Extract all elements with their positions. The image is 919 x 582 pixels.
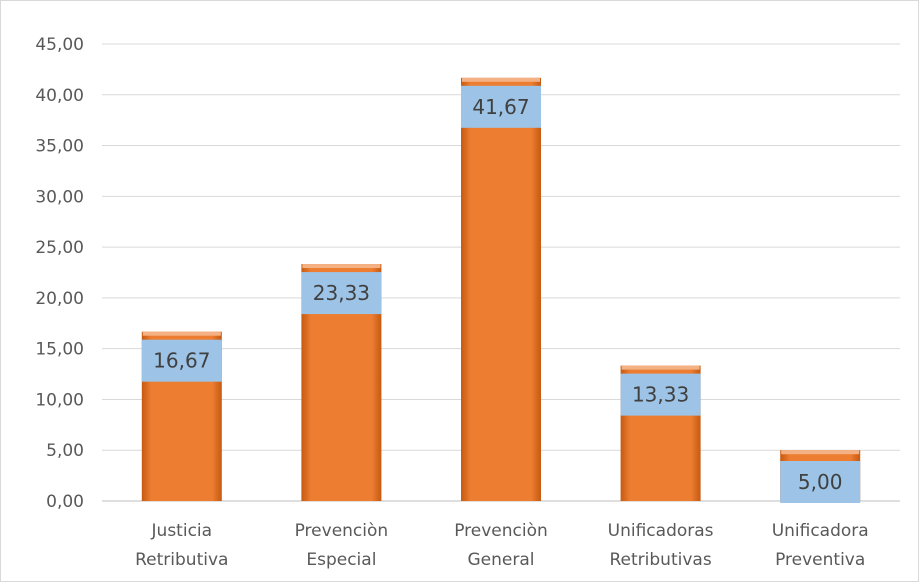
category-label: Unificadora [772,521,869,541]
data-label-box [780,461,861,503]
data-label-box [301,272,382,315]
data-labels: 16,67 23,33 41,67 13,33 5,00 [141,85,861,503]
bar-top-bevel [462,77,540,82]
category-label: Retributiva [135,550,228,570]
data-label: 5,00 [798,470,843,494]
y-tick-label: 30,00 [35,187,84,207]
data-label: 23,33 [313,281,370,305]
y-tick-label: 10,00 [35,390,84,410]
bar-top-bevel [781,450,860,455]
y-tick-label: 0,00 [46,492,84,512]
bar-top-bevel [142,331,221,336]
data-label-box [141,339,222,382]
category-label: Unificadoras [608,521,714,541]
y-axis-tick-labels: 0,00 5,00 10,00 15,00 20,00 25,00 30,00 35,00 40… [35,35,84,512]
y-tick-label: 15,00 [35,340,84,360]
data-label-box [620,373,701,416]
y-tick-label: 5,00 [46,441,84,461]
y-tick-label: 40,00 [35,86,84,106]
y-tick-label: 25,00 [35,238,84,258]
y-tick-label: 45,00 [35,35,84,55]
data-label: 13,33 [632,383,689,407]
category-label: Prevenciòn [295,521,389,541]
category-label: Retributivas [610,550,712,570]
data-label-box [461,85,541,128]
bar [461,77,541,502]
x-axis-category-labels: Justicia Retributiva Prevenciòn Especial Pre… [135,521,869,570]
category-label: General [468,550,535,570]
category-label: Justicia [151,521,213,541]
bar-top-bevel [621,365,700,370]
y-tick-label: 20,00 [35,289,84,309]
category-label: Especial [306,550,376,570]
category-label: Prevenciòn [454,521,548,541]
bar-top-bevel [302,264,381,269]
data-label: 16,67 [153,349,210,373]
bars [141,77,861,502]
category-label: Preventiva [775,550,865,570]
data-label: 41,67 [472,95,529,119]
y-tick-label: 35,00 [35,137,84,157]
